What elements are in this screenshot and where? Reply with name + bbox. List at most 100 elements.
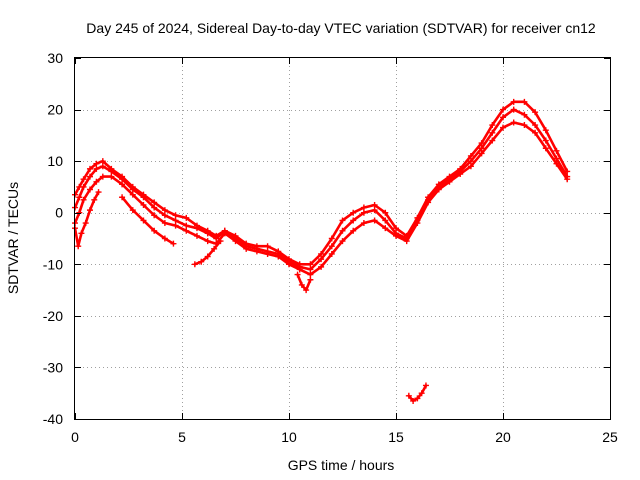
data-point xyxy=(435,186,442,193)
data-point xyxy=(294,271,301,278)
data-point xyxy=(467,158,474,165)
data-point xyxy=(95,189,102,196)
y-axis-title: SDTVAR / TECUs xyxy=(5,182,21,294)
data-point xyxy=(339,238,346,245)
data-point xyxy=(99,163,106,170)
data-point xyxy=(151,227,158,234)
data-point xyxy=(467,163,474,170)
data-point xyxy=(478,140,485,147)
data-point xyxy=(360,220,367,227)
data-point xyxy=(253,248,260,255)
series-line xyxy=(73,100,569,266)
data-point xyxy=(489,122,496,129)
data-point xyxy=(478,150,485,157)
data-point xyxy=(80,183,87,190)
data-point xyxy=(76,194,83,201)
x-tick-label: 25 xyxy=(602,429,618,445)
data-point xyxy=(510,119,517,126)
data-point xyxy=(328,243,335,250)
data-point xyxy=(371,207,378,214)
data-point xyxy=(140,217,147,224)
data-point xyxy=(318,263,325,270)
data-point xyxy=(108,168,115,175)
data-point xyxy=(119,176,126,183)
y-tick-label: 10 xyxy=(47,153,63,169)
data-point xyxy=(80,176,87,183)
x-tick-label: 0 xyxy=(71,429,79,445)
x-tick-label: 5 xyxy=(178,429,186,445)
data-point xyxy=(108,173,115,180)
data-point xyxy=(99,158,106,165)
data-point xyxy=(510,98,517,105)
y-tick-label: -20 xyxy=(43,308,63,324)
data-point xyxy=(382,225,389,232)
data-point xyxy=(328,250,335,257)
data-point xyxy=(553,147,560,154)
data-point xyxy=(119,181,126,188)
data-point xyxy=(86,186,93,193)
data-point xyxy=(198,258,205,265)
data-point xyxy=(553,160,560,167)
data-point xyxy=(78,230,85,237)
data-point xyxy=(140,201,147,208)
data-point xyxy=(405,392,412,399)
data-point xyxy=(183,222,190,229)
data-point xyxy=(161,212,168,219)
data-point xyxy=(489,129,496,136)
data-point xyxy=(382,217,389,224)
data-point xyxy=(303,287,310,294)
data-point xyxy=(564,176,571,183)
data-point xyxy=(542,127,549,134)
data-point xyxy=(414,220,421,227)
data-point xyxy=(296,266,303,273)
data-point xyxy=(532,122,539,129)
data-point xyxy=(129,207,136,214)
data-point xyxy=(403,238,410,245)
data-point xyxy=(119,194,126,201)
data-point xyxy=(193,232,200,239)
series-track-b xyxy=(72,106,571,273)
data-point xyxy=(521,122,528,129)
data-point xyxy=(350,209,357,216)
data-point xyxy=(86,165,93,172)
y-tick-label: -40 xyxy=(43,411,63,427)
data-point xyxy=(99,173,106,180)
data-point xyxy=(457,171,464,178)
data-point xyxy=(243,245,250,252)
data-point xyxy=(532,129,539,136)
series-track-f xyxy=(191,238,224,268)
data-point xyxy=(75,243,82,250)
data-point xyxy=(172,212,179,219)
data-point xyxy=(80,196,87,203)
data-point xyxy=(161,220,168,227)
data-point xyxy=(232,238,239,245)
series-line xyxy=(296,273,312,292)
data-point xyxy=(217,238,224,245)
data-point xyxy=(264,250,271,257)
data-point xyxy=(151,212,158,219)
data-point xyxy=(414,395,421,402)
data-point xyxy=(521,98,528,105)
data-point xyxy=(307,271,314,278)
data-point xyxy=(129,191,136,198)
data-point xyxy=(350,217,357,224)
data-point xyxy=(286,261,292,268)
data-point xyxy=(500,106,506,113)
data-point xyxy=(425,199,432,206)
data-point xyxy=(264,243,271,250)
x-tick-label: 10 xyxy=(281,429,297,445)
data-point xyxy=(328,235,335,242)
data-point xyxy=(467,152,474,159)
data-point xyxy=(161,235,168,242)
x-axis-title: GPS time / hours xyxy=(288,457,395,473)
data-point xyxy=(500,114,506,121)
data-point xyxy=(393,225,399,232)
data-point xyxy=(393,232,399,239)
data-point xyxy=(86,207,93,214)
data-point xyxy=(446,178,453,185)
data-point xyxy=(318,250,325,257)
data-point xyxy=(191,261,198,268)
series-line xyxy=(73,121,569,276)
data-point xyxy=(542,137,549,144)
series-track-c xyxy=(72,119,571,278)
